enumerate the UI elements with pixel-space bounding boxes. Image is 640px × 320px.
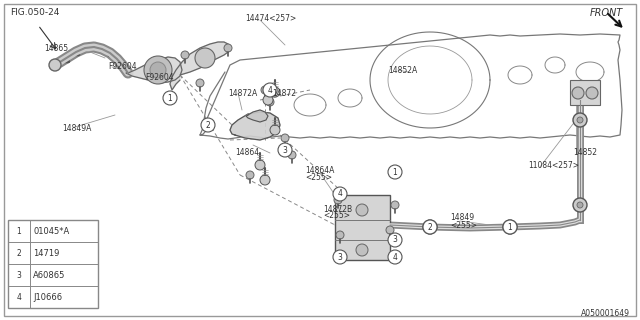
Circle shape [356,204,368,216]
Circle shape [270,87,280,97]
Circle shape [12,246,26,260]
Circle shape [261,86,269,94]
Text: 3: 3 [337,252,342,261]
Text: 14474<257>: 14474<257> [245,13,296,22]
Text: 14872: 14872 [272,89,296,98]
Text: 14849A: 14849A [62,124,92,132]
Circle shape [224,44,232,52]
Text: 3: 3 [283,146,287,155]
Polygon shape [126,57,182,83]
Text: <255>: <255> [323,212,350,220]
Polygon shape [230,112,280,140]
Text: 1: 1 [168,93,172,102]
Circle shape [336,231,344,239]
Circle shape [573,198,587,212]
Bar [335,195,390,260]
Circle shape [260,175,270,185]
Bar [570,80,600,105]
Circle shape [427,224,433,230]
Text: 14719: 14719 [33,249,60,258]
Text: 14852A: 14852A [388,66,417,75]
Circle shape [386,226,394,234]
Circle shape [577,117,583,123]
Circle shape [12,290,26,304]
Text: 11084<257>: 11084<257> [528,161,579,170]
Circle shape [150,62,166,78]
Circle shape [336,251,344,259]
Text: A60865: A60865 [33,270,65,279]
Circle shape [572,87,584,99]
Circle shape [266,98,274,106]
Text: F92604: F92604 [145,73,173,82]
Circle shape [288,151,296,159]
Circle shape [423,220,437,234]
Circle shape [391,201,399,209]
Circle shape [181,51,189,59]
Text: <255>: <255> [305,172,332,181]
Text: 4: 4 [392,252,397,261]
Polygon shape [170,42,230,90]
Circle shape [49,59,61,71]
Text: F92604: F92604 [108,61,136,70]
Text: 4: 4 [17,292,21,301]
Text: 3: 3 [17,270,21,279]
Text: 14865: 14865 [44,44,68,52]
Circle shape [423,220,437,234]
Circle shape [333,250,347,264]
Text: 2: 2 [428,222,433,231]
Circle shape [586,87,598,99]
Text: 01045*A: 01045*A [33,227,69,236]
Circle shape [388,250,402,264]
Circle shape [503,220,517,234]
Polygon shape [246,110,268,122]
Text: 1: 1 [392,167,397,177]
Circle shape [270,125,280,135]
Text: 3: 3 [392,236,397,244]
Bar [8,220,98,308]
Circle shape [163,91,177,105]
Text: A050001649: A050001649 [581,309,630,318]
Circle shape [12,224,26,238]
Text: 14872A: 14872A [228,89,257,98]
Circle shape [334,196,342,204]
Circle shape [195,48,215,68]
Circle shape [201,118,215,132]
Circle shape [255,160,265,170]
Text: J10666: J10666 [33,292,62,301]
Circle shape [388,233,402,247]
Circle shape [263,95,273,105]
Text: 4: 4 [268,85,273,94]
Text: 4: 4 [337,189,342,198]
Text: 14849: 14849 [450,213,474,222]
Circle shape [507,224,513,230]
Circle shape [356,244,368,256]
Circle shape [196,79,204,87]
Text: 14872B: 14872B [323,204,352,213]
Circle shape [278,143,292,157]
Circle shape [281,134,289,142]
Circle shape [388,165,402,179]
Circle shape [12,268,26,282]
Text: 14864: 14864 [235,148,259,156]
Text: 14852: 14852 [573,148,597,156]
Text: 14864A: 14864A [305,165,334,174]
Text: <255>: <255> [450,220,477,229]
Circle shape [144,56,172,84]
Text: 1: 1 [508,222,513,231]
Text: FIG.050-24: FIG.050-24 [10,7,60,17]
Circle shape [573,113,587,127]
Text: 2: 2 [17,249,21,258]
Text: 2: 2 [205,121,211,130]
Circle shape [503,220,517,234]
Circle shape [577,202,583,208]
Text: FRONT: FRONT [590,8,623,18]
Circle shape [246,171,254,179]
Circle shape [263,83,277,97]
Circle shape [333,187,347,201]
Text: 1: 1 [17,227,21,236]
